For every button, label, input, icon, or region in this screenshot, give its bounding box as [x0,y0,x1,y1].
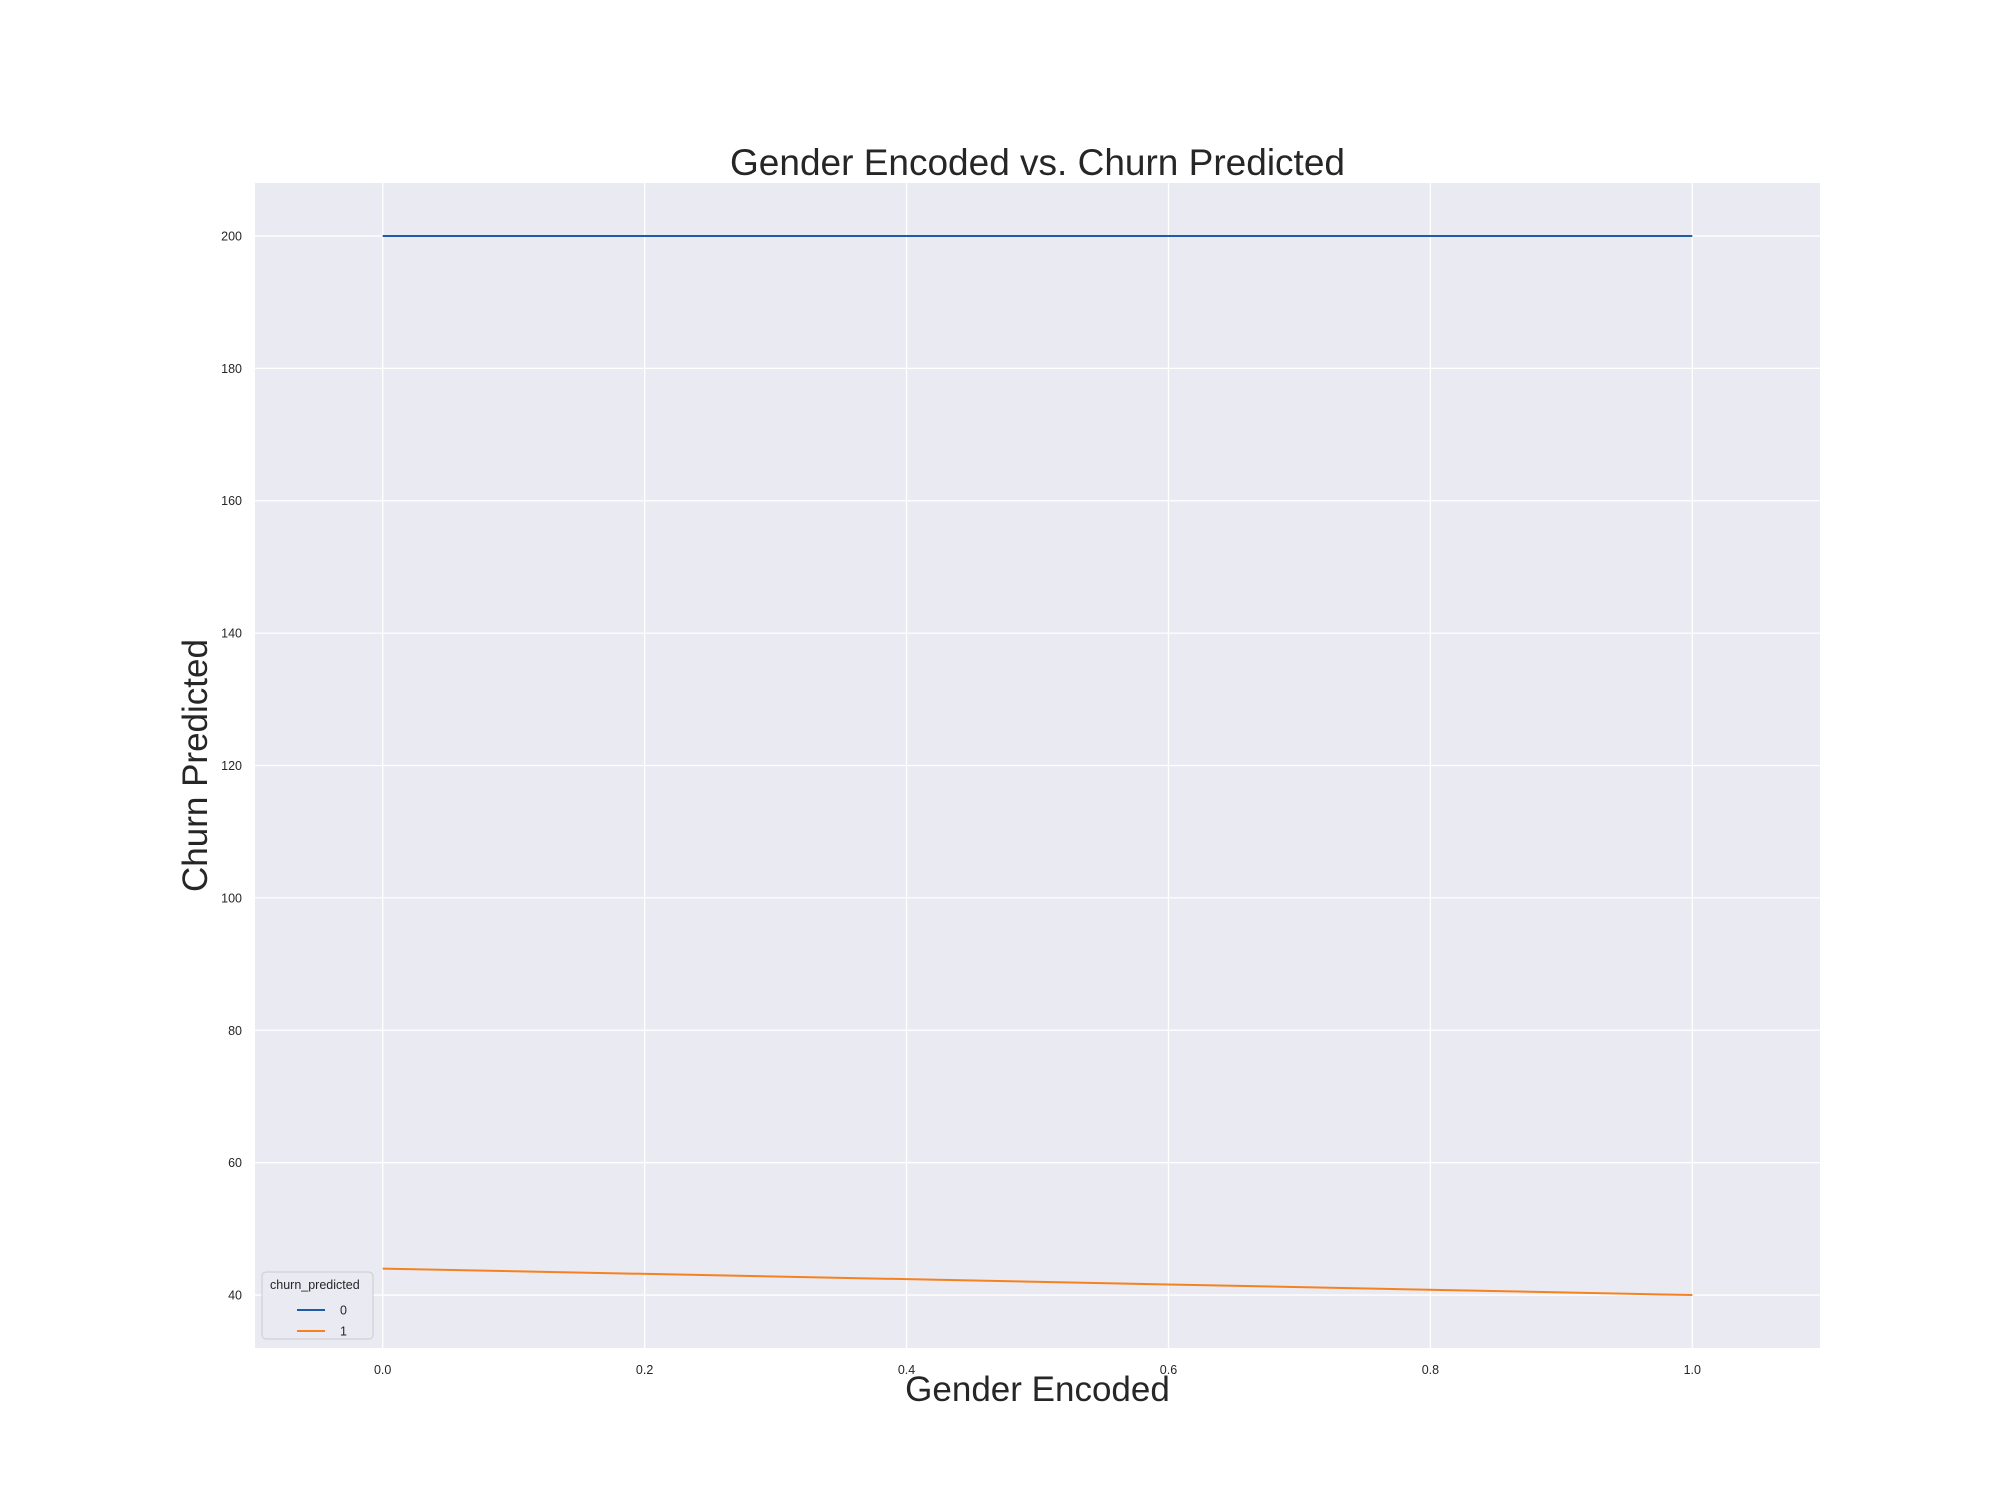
series-line-1 [382,1267,1693,1297]
legend-title: churn_predicted [270,1278,360,1292]
y-tick-label: 120 [221,759,242,773]
y-tick-label: 80 [228,1024,242,1038]
x-tick-label: 0.2 [636,1363,653,1377]
y-tick-label: 60 [228,1156,242,1170]
x-axis-ticks: 0.0 0.2 0.4 0.6 0.8 1.0 [374,1363,1701,1377]
legend: churn_predicted 01 [261,1271,374,1340]
series-layer [382,234,1693,1297]
x-axis-label: Gender Encoded [905,1370,1170,1409]
y-tick-label: 140 [221,627,242,641]
x-tick-label: 0.8 [1422,1363,1439,1377]
x-tick-label: 0.4 [898,1363,915,1377]
legend-items: 01 [297,1304,347,1339]
y-axis-ticks: 40 60 80 100 120 140 160 180 200 [221,229,242,1302]
x-tick-label: 0.0 [374,1363,391,1377]
y-tick-label: 100 [221,891,242,905]
y-tick-label: 200 [221,229,242,243]
y-axis-label: Churn Predicted [176,639,215,892]
y-tick-label: 40 [228,1289,242,1303]
x-tick-label: 0.6 [1160,1363,1177,1377]
y-tick-label: 180 [221,362,242,376]
chart-title: Gender Encoded vs. Churn Predicted [730,142,1345,183]
legend-label-1: 1 [340,1325,347,1339]
x-tick-label: 1.0 [1684,1363,1701,1377]
legend-label-0: 0 [340,1304,347,1318]
y-tick-label: 160 [221,494,242,508]
legend-box [261,1271,374,1340]
